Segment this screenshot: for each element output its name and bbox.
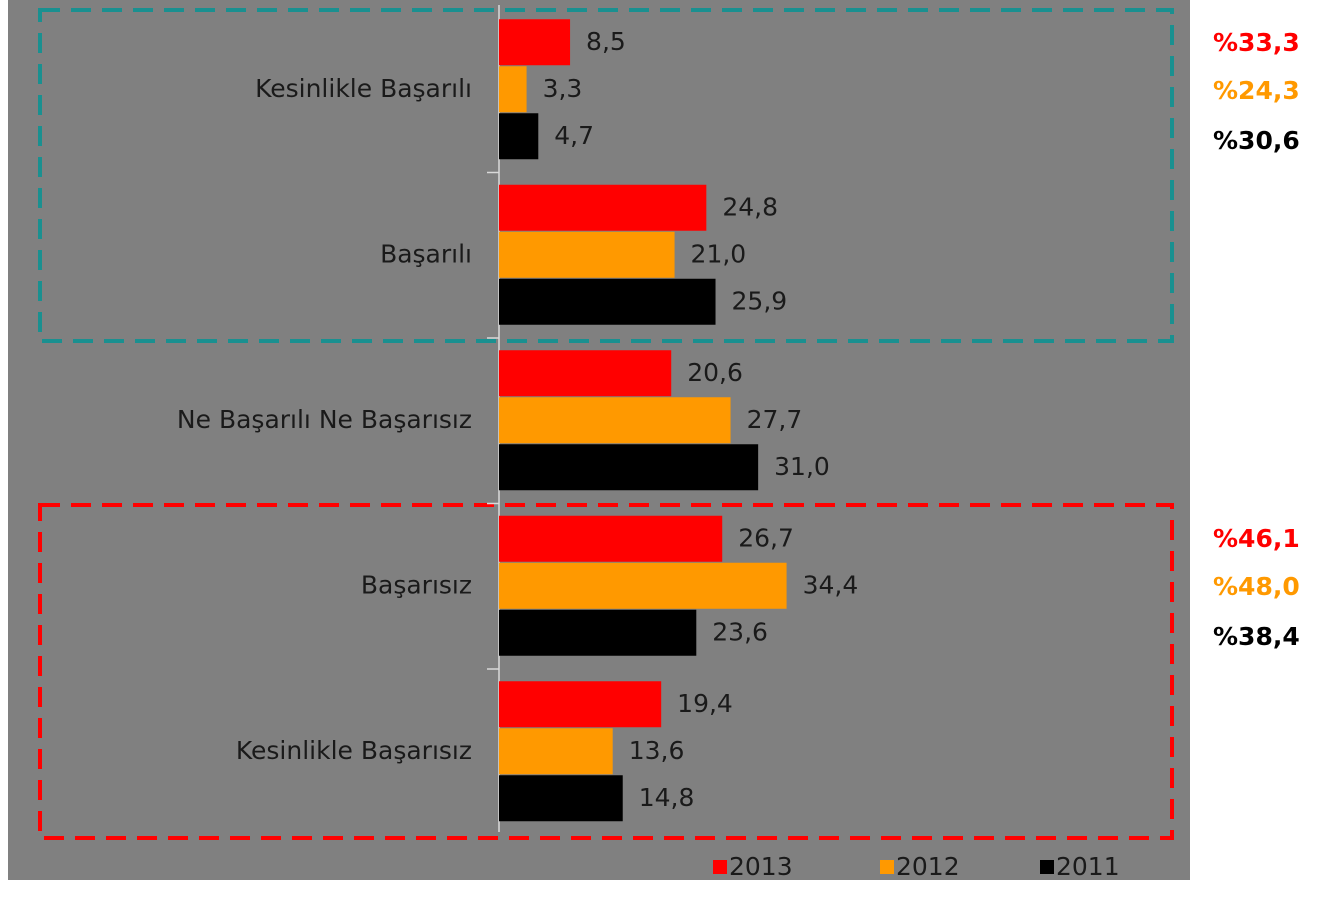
group-total: %24,3	[1213, 76, 1300, 105]
legend-swatch	[880, 860, 894, 874]
value-label: 19,4	[677, 689, 733, 718]
bar	[499, 278, 716, 325]
positive-group-box	[38, 8, 1174, 343]
bar	[499, 397, 731, 444]
value-label: 31,0	[774, 452, 830, 481]
group-total: %46,1	[1213, 524, 1300, 553]
legend-swatch	[713, 860, 727, 874]
bar	[499, 66, 527, 113]
category-label: Kesinlikle Başarısız	[236, 736, 472, 765]
bar	[499, 728, 613, 775]
group-total: %48,0	[1213, 572, 1300, 601]
bar	[499, 113, 539, 160]
group-total: %30,6	[1213, 126, 1300, 155]
category-label: Başarılı	[380, 239, 472, 268]
bar	[499, 562, 787, 609]
value-label: 3,3	[543, 74, 583, 103]
bar	[499, 184, 707, 231]
value-label: 25,9	[732, 286, 788, 315]
legend-swatch	[1040, 860, 1054, 874]
category-label: Ne Başarılı Ne Başarısız	[177, 405, 472, 434]
value-label: 4,7	[554, 121, 594, 150]
bar	[499, 681, 662, 728]
value-label: 20,6	[687, 358, 743, 387]
value-label: 24,8	[722, 192, 778, 221]
bar	[499, 19, 571, 66]
bar	[499, 775, 623, 822]
value-label: 14,8	[639, 783, 695, 812]
bar	[499, 515, 723, 562]
negative-group-box	[38, 503, 1174, 840]
category-label: Başarısız	[361, 570, 472, 599]
legend-label: 2011	[1056, 852, 1120, 881]
group-total: %33,3	[1213, 28, 1300, 57]
bar	[499, 231, 675, 278]
legend-label: 2013	[729, 852, 793, 881]
bar	[499, 350, 672, 397]
legend-label: 2012	[896, 852, 960, 881]
bar	[499, 444, 759, 491]
category-label: Kesinlikle Başarılı	[255, 74, 472, 103]
bar	[499, 609, 697, 656]
value-label: 23,6	[712, 617, 768, 646]
value-label: 27,7	[747, 405, 803, 434]
value-label: 34,4	[803, 570, 859, 599]
value-label: 21,0	[691, 239, 747, 268]
value-label: 8,5	[586, 27, 626, 56]
value-label: 26,7	[738, 523, 794, 552]
group-total: %38,4	[1213, 622, 1300, 651]
value-label: 13,6	[629, 736, 685, 765]
